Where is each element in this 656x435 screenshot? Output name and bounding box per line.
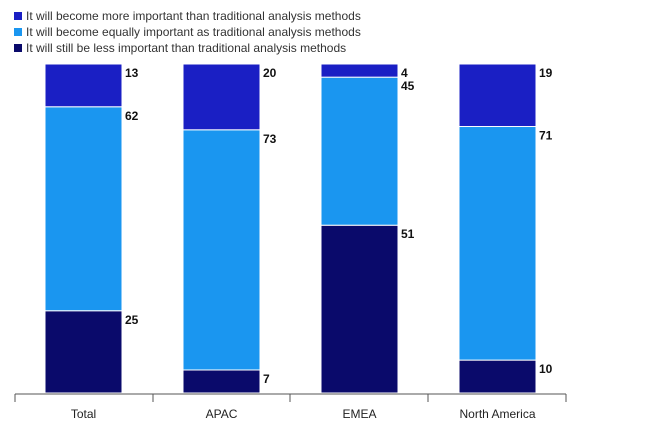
data-label-less-emea: 51 bbox=[401, 227, 415, 241]
bar-more-apac bbox=[182, 63, 261, 131]
bar-more-total bbox=[44, 63, 123, 108]
bar-less-total bbox=[44, 310, 123, 394]
bar-equal-north-america bbox=[458, 126, 537, 361]
legend-item-equal: It will become equally important as trad… bbox=[14, 24, 361, 40]
category-label-total: Total bbox=[71, 407, 96, 421]
legend-item-more: It will become more important than tradi… bbox=[14, 8, 361, 24]
data-label-equal-total: 62 bbox=[125, 109, 139, 123]
bar-equal-emea bbox=[320, 76, 399, 226]
data-label-more-emea: 4 bbox=[401, 66, 408, 80]
bar-more-north-america bbox=[458, 63, 537, 128]
bar-less-north-america bbox=[458, 359, 537, 394]
data-label-less-apac: 7 bbox=[263, 372, 270, 386]
bar-more-emea bbox=[320, 63, 399, 78]
data-label-less-total: 25 bbox=[125, 313, 139, 327]
legend-label-less: It will still be less important than tra… bbox=[26, 41, 347, 55]
data-label-more-total: 13 bbox=[125, 66, 139, 80]
legend: It will become more important than tradi… bbox=[14, 8, 361, 56]
legend-item-less: It will still be less important than tra… bbox=[14, 40, 361, 56]
bar-less-apac bbox=[182, 369, 261, 394]
data-label-equal-north-america: 71 bbox=[539, 129, 553, 143]
legend-swatch-less bbox=[14, 44, 22, 52]
bar-equal-apac bbox=[182, 129, 261, 371]
legend-label-equal: It will become equally important as trad… bbox=[26, 25, 361, 39]
legend-swatch-more bbox=[14, 12, 22, 20]
bar-equal-total bbox=[44, 106, 123, 312]
data-label-equal-apac: 73 bbox=[263, 132, 277, 146]
legend-swatch-equal bbox=[14, 28, 22, 36]
category-label-apac: APAC bbox=[206, 407, 238, 421]
data-label-less-north-america: 10 bbox=[539, 362, 553, 376]
legend-label-more: It will become more important than tradi… bbox=[26, 9, 361, 23]
bar-less-emea bbox=[320, 224, 399, 394]
data-label-more-north-america: 19 bbox=[539, 66, 553, 80]
category-label-north-america: North America bbox=[459, 407, 535, 421]
data-label-equal-emea: 45 bbox=[401, 79, 415, 93]
data-label-more-apac: 20 bbox=[263, 66, 277, 80]
category-label-emea: EMEA bbox=[342, 407, 376, 421]
